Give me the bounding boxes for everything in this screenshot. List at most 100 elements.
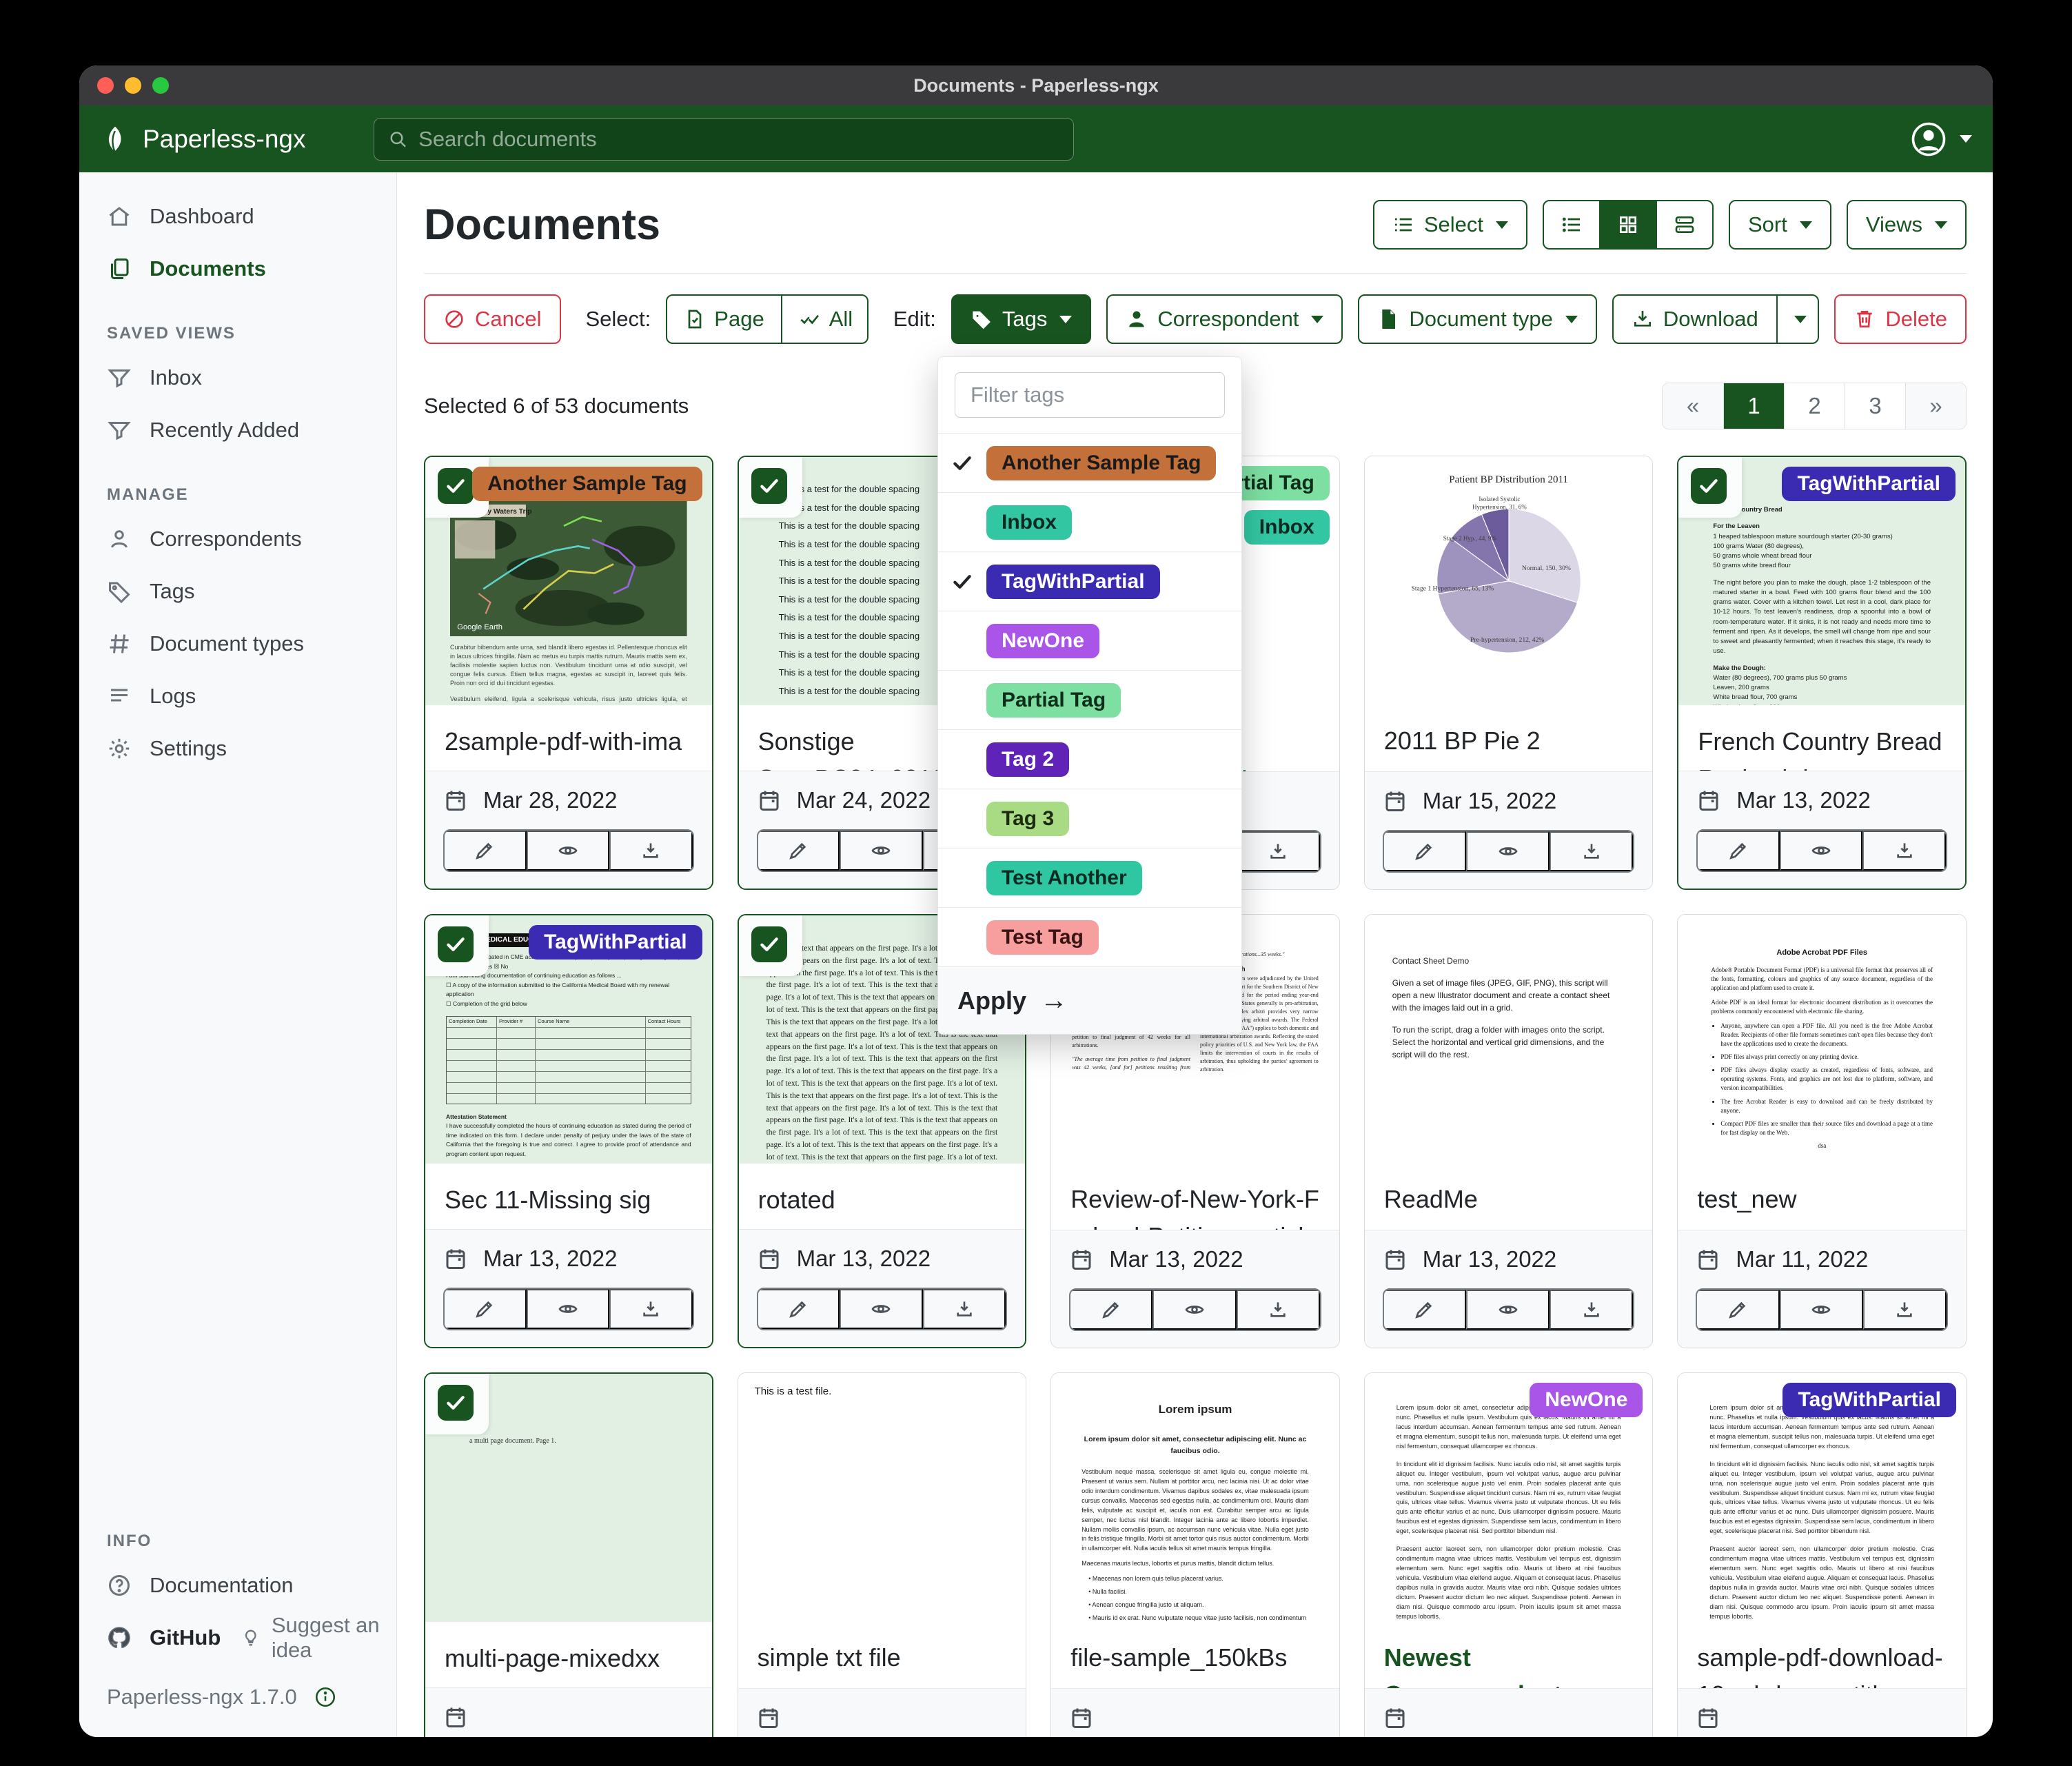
tag-option[interactable]: Another Sample Tag bbox=[938, 433, 1241, 492]
document-card[interactable]: Patient BP Distribution 2011 Normal, 150… bbox=[1363, 456, 1654, 890]
views-dropdown-button[interactable]: Views bbox=[1846, 200, 1967, 250]
sidebar-item-recently-added[interactable]: Recently Added bbox=[79, 404, 396, 456]
document-card[interactable]: a multi page document. Page 1. multi-page… bbox=[424, 1372, 713, 1737]
edit-document-button[interactable] bbox=[758, 1289, 840, 1329]
document-card[interactable]: TINUING MEDICAL EDUCATHave you participa… bbox=[424, 914, 713, 1348]
view-document-button[interactable] bbox=[1466, 1290, 1550, 1330]
tag-badge[interactable]: TagWithPartial bbox=[1782, 467, 1956, 501]
view-mode-grid-button[interactable] bbox=[1599, 201, 1656, 248]
document-card[interactable]: Lorem ipsum dolor sit amet, consectetur … bbox=[1677, 1372, 1967, 1737]
document-title[interactable]: file-sample_150kBs bbox=[1070, 1643, 1288, 1672]
download-button[interactable]: Download bbox=[1614, 296, 1776, 343]
pagination-prev-button[interactable]: « bbox=[1663, 383, 1723, 429]
edit-document-button[interactable] bbox=[1383, 1290, 1466, 1330]
document-title[interactable]: sample-pdf-download-10-mb-longer-title bbox=[1697, 1643, 1943, 1688]
tag-option[interactable]: TagWithPartial bbox=[938, 551, 1241, 611]
sidebar-item-documentation[interactable]: Documentation bbox=[79, 1559, 396, 1612]
document-card[interactable]: Lorem ipsum Lorem ipsum dolor sit amet, c… bbox=[1050, 1372, 1340, 1737]
download-document-button[interactable] bbox=[922, 1289, 1006, 1329]
select-all-button[interactable]: All bbox=[780, 296, 867, 343]
document-card[interactable]: French Country Bread For the Leaven 1 heap… bbox=[1677, 456, 1967, 890]
select-page-button[interactable]: Page bbox=[667, 296, 780, 343]
document-thumbnail[interactable]: Contact Sheet Demo Given a set of image f… bbox=[1364, 915, 1653, 1163]
tag-option[interactable]: Tag 2 bbox=[938, 729, 1241, 789]
document-title[interactable]: 2sample-pdf-with-images bbox=[445, 727, 682, 771]
download-options-button[interactable] bbox=[1776, 296, 1818, 343]
view-document-button[interactable] bbox=[840, 1289, 923, 1329]
tag-option[interactable]: Inbox bbox=[938, 492, 1241, 551]
search-input[interactable] bbox=[418, 126, 1059, 152]
edit-document-button[interactable] bbox=[1698, 831, 1780, 871]
search-box[interactable] bbox=[373, 117, 1074, 161]
edit-document-button[interactable] bbox=[1697, 1290, 1780, 1330]
user-menu[interactable] bbox=[1910, 121, 1972, 158]
document-thumbnail[interactable]: Lorem ipsum Lorem ipsum dolor sit amet, c… bbox=[1051, 1373, 1339, 1621]
tag-badge[interactable]: Another Sample Tag bbox=[472, 467, 702, 501]
document-title[interactable]: simple txt file bbox=[757, 1643, 901, 1672]
document-title[interactable]: Newest Correspondent: f_combineds bbox=[1365, 1621, 1653, 1688]
download-document-button[interactable] bbox=[1862, 1290, 1947, 1330]
view-document-button[interactable] bbox=[1466, 831, 1550, 871]
document-title[interactable]: multi-page-mixedxx bbox=[445, 1644, 660, 1672]
document-thumbnail[interactable]: a multi page document. Page 1. bbox=[425, 1374, 712, 1622]
view-document-button[interactable] bbox=[1152, 1290, 1237, 1330]
document-title[interactable]: Sonstige ScanPC24_081058 bbox=[758, 727, 973, 771]
edit-correspondent-button[interactable]: Correspondent bbox=[1106, 294, 1343, 344]
sidebar-item-inbox[interactable]: Inbox bbox=[79, 352, 396, 404]
tag-badge[interactable]: Inbox bbox=[1243, 510, 1330, 545]
document-card[interactable]: This is a test file. simple txt file bbox=[737, 1372, 1027, 1737]
document-card[interactable]: Adobe Acrobat PDF Files Adobe® Portable D… bbox=[1677, 914, 1967, 1348]
pagination-page-button[interactable]: 3 bbox=[1845, 383, 1905, 429]
sidebar-item-settings[interactable]: Settings bbox=[79, 722, 396, 775]
document-card[interactable]: Contact Sheet Demo Given a set of image f… bbox=[1363, 914, 1654, 1348]
close-window-button[interactable] bbox=[97, 77, 114, 94]
document-selected-checkbox[interactable] bbox=[438, 468, 474, 504]
tag-option[interactable]: Partial Tag bbox=[938, 670, 1241, 729]
traffic-lights[interactable] bbox=[97, 77, 169, 94]
document-card[interactable]: Boundary Waters Trip Google Earth Curabit… bbox=[424, 456, 713, 890]
pagination-next-button[interactable]: » bbox=[1905, 383, 1966, 429]
sidebar-item-logs[interactable]: Logs bbox=[79, 670, 396, 722]
sidebar-item-document-types[interactable]: Document types bbox=[79, 618, 396, 670]
document-thumbnail[interactable]: Patient BP Distribution 2011 Normal, 150… bbox=[1364, 456, 1653, 704]
document-title[interactable]: test_new bbox=[1697, 1185, 1797, 1213]
delete-button[interactable]: Delete bbox=[1834, 294, 1967, 344]
document-thumbnail[interactable]: Lorem ipsum dolor sit amet, consectetur … bbox=[1364, 1373, 1653, 1621]
edit-document-button[interactable] bbox=[1070, 1290, 1153, 1330]
zoom-window-button[interactable] bbox=[152, 77, 169, 94]
download-document-button[interactable] bbox=[1550, 1290, 1634, 1330]
minimize-window-button[interactable] bbox=[125, 77, 141, 94]
document-selected-checkbox[interactable] bbox=[751, 468, 787, 504]
download-document-button[interactable] bbox=[1550, 831, 1634, 871]
tag-badge[interactable]: TagWithPartial bbox=[1782, 1383, 1956, 1417]
select-dropdown-button[interactable]: Select bbox=[1372, 200, 1527, 250]
document-thumbnail[interactable]: This is a test file. bbox=[738, 1373, 1026, 1621]
document-title[interactable]: Sec 11-Missing sig bbox=[445, 1186, 651, 1214]
document-thumbnail[interactable]: French Country Bread For the Leaven 1 heap… bbox=[1678, 457, 1965, 705]
edit-tags-button[interactable]: Tags bbox=[951, 294, 1092, 344]
download-document-button[interactable] bbox=[1862, 831, 1946, 871]
download-document-button[interactable] bbox=[1236, 831, 1320, 871]
sort-dropdown-button[interactable]: Sort bbox=[1729, 200, 1831, 250]
download-document-button[interactable] bbox=[609, 1289, 693, 1329]
sidebar-item-correspondents[interactable]: Correspondents bbox=[79, 513, 396, 565]
sidebar-item-dashboard[interactable]: Dashboard bbox=[79, 190, 396, 243]
correspondent-label[interactable]: Newest Correspondent: bbox=[1383, 1643, 1570, 1688]
sidebar-item-documents[interactable]: Documents bbox=[79, 243, 396, 295]
info-circle-icon[interactable] bbox=[314, 1685, 337, 1709]
download-document-button[interactable] bbox=[609, 831, 693, 871]
view-document-button[interactable] bbox=[526, 831, 610, 871]
sidebar-item-suggest-idea[interactable]: Suggest an idea bbox=[241, 1613, 396, 1663]
filter-tags-input[interactable] bbox=[955, 372, 1225, 418]
download-document-button[interactable] bbox=[1236, 1290, 1320, 1330]
view-document-button[interactable] bbox=[526, 1289, 610, 1329]
view-document-button[interactable] bbox=[1779, 831, 1863, 871]
document-title[interactable]: rotated bbox=[758, 1186, 835, 1214]
document-thumbnail[interactable]: Lorem ipsum dolor sit amet, consectetur … bbox=[1678, 1373, 1966, 1621]
document-selected-checkbox[interactable] bbox=[438, 926, 474, 962]
pagination-page-button[interactable]: 1 bbox=[1723, 383, 1784, 429]
cancel-button[interactable]: Cancel bbox=[424, 294, 561, 344]
edit-document-button[interactable] bbox=[758, 831, 840, 871]
tag-option[interactable]: NewOne bbox=[938, 611, 1241, 670]
edit-document-button[interactable] bbox=[445, 831, 527, 871]
